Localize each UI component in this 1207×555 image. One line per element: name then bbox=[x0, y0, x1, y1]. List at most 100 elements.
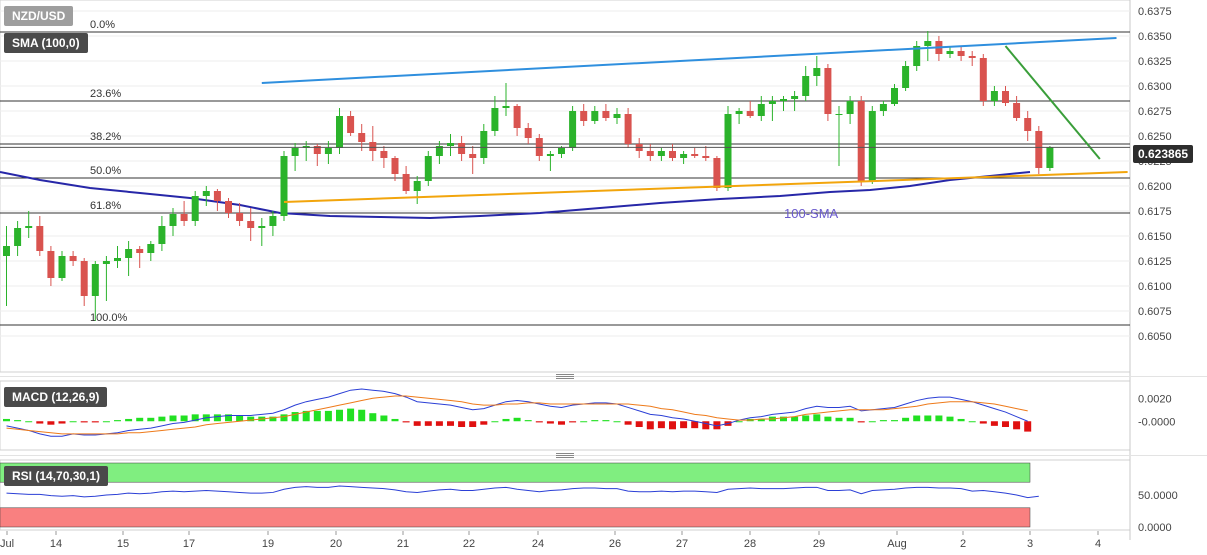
macd-histogram-bar bbox=[58, 421, 66, 424]
price-axis-tick: 0.6100 bbox=[1138, 281, 1172, 293]
macd-histogram-bar bbox=[336, 409, 343, 422]
macd-histogram-bar bbox=[513, 417, 521, 422]
price-axis-tick: 0.6325 bbox=[1138, 56, 1172, 68]
price-axis-tick: 0.6125 bbox=[1138, 256, 1172, 268]
candle-body bbox=[802, 76, 810, 96]
candle-body bbox=[546, 154, 554, 156]
symbol-label: NZD/USD bbox=[4, 6, 74, 26]
candle-body bbox=[724, 114, 732, 188]
candle-body bbox=[47, 251, 55, 278]
macd-histogram-bar bbox=[280, 414, 288, 422]
macd-histogram-bar bbox=[269, 416, 277, 422]
candle-body bbox=[824, 68, 832, 114]
candle-body bbox=[80, 261, 88, 296]
candle-body bbox=[25, 226, 33, 228]
time-axis-label: 17 bbox=[183, 538, 195, 550]
macd-histogram-bar bbox=[480, 421, 488, 425]
macd-histogram-bar bbox=[635, 421, 643, 427]
time-axis-label: Jul bbox=[0, 538, 14, 550]
rsi-oversold-zone bbox=[0, 507, 1031, 528]
candle-body bbox=[613, 114, 621, 118]
candle-body bbox=[757, 104, 765, 116]
descending-trendline bbox=[1004, 45, 1101, 160]
macd-histogram-bar bbox=[291, 412, 299, 422]
macd-histogram-bar bbox=[924, 415, 932, 422]
candle-body bbox=[990, 91, 998, 101]
price-axis-tick: 0.6075 bbox=[1138, 306, 1172, 318]
macd-histogram-bar bbox=[879, 420, 887, 422]
candle-body bbox=[14, 228, 22, 246]
price-axis-tick: 0.6300 bbox=[1138, 81, 1172, 93]
time-axis-label: 4 bbox=[1095, 538, 1101, 550]
time-axis-label: 20 bbox=[330, 538, 342, 550]
candle-body bbox=[691, 154, 699, 156]
candle-body bbox=[3, 246, 10, 256]
macd-histogram-bar bbox=[868, 421, 876, 423]
resistance-trendline bbox=[261, 37, 1117, 84]
candle-body bbox=[1013, 103, 1021, 118]
rsi-overbought-zone bbox=[0, 462, 1031, 483]
candle-body bbox=[791, 96, 799, 99]
candle-body bbox=[891, 88, 898, 104]
time-axis-label: 27 bbox=[676, 538, 688, 550]
macd-histogram-bar bbox=[702, 421, 710, 430]
macd-histogram-bar bbox=[213, 414, 221, 422]
macd-histogram-bar bbox=[558, 421, 565, 425]
current-price-tag: 0.623865 bbox=[1133, 145, 1194, 163]
time-axis-label: 15 bbox=[117, 538, 129, 550]
macd-histogram-bar bbox=[180, 415, 188, 422]
candle-body bbox=[435, 146, 443, 156]
candle-body bbox=[236, 213, 244, 221]
macd-histogram-bar bbox=[835, 417, 843, 422]
macd-histogram-bar bbox=[691, 421, 699, 429]
rsi-line bbox=[6, 485, 1039, 499]
candle-body bbox=[336, 116, 343, 148]
macd-histogram-bar bbox=[613, 421, 621, 423]
price-axis-tick: 0.6050 bbox=[1138, 331, 1172, 343]
fib-level-label: 61.8% bbox=[90, 200, 121, 212]
candle-body bbox=[269, 216, 277, 226]
fib-level-label: 23.6% bbox=[90, 88, 121, 100]
macd-histogram-bar bbox=[1013, 421, 1021, 430]
sma-100-line bbox=[0, 171, 1031, 220]
macd-histogram-bar bbox=[169, 415, 177, 422]
macd-histogram-bar bbox=[946, 416, 954, 422]
macd-histogram-bar bbox=[857, 421, 865, 423]
macd-histogram-bar bbox=[424, 421, 432, 426]
time-axis-label: Aug bbox=[887, 538, 907, 550]
macd-histogram-bar bbox=[735, 421, 743, 423]
macd-histogram-bar bbox=[391, 418, 399, 422]
fib-level-label: 38.2% bbox=[90, 131, 121, 143]
price-axis-tick: 0.6275 bbox=[1138, 106, 1172, 118]
candle-body bbox=[102, 261, 110, 264]
time-axis-label: 14 bbox=[50, 538, 62, 550]
macd-histogram-bar bbox=[546, 421, 554, 424]
candle-body bbox=[602, 111, 610, 118]
macd-histogram-bar bbox=[125, 418, 133, 422]
candle-body bbox=[291, 148, 299, 156]
candle-body bbox=[125, 249, 133, 258]
time-axis-label: 28 bbox=[744, 538, 756, 550]
macd-histogram-bar bbox=[369, 413, 377, 422]
price-axis-tick: 0.6375 bbox=[1138, 6, 1172, 18]
macd-histogram-bar bbox=[91, 421, 99, 423]
candle-body bbox=[180, 214, 188, 221]
time-axis-label: 26 bbox=[609, 538, 621, 550]
fib-level-label: 100.0% bbox=[90, 312, 128, 324]
macd-histogram-bar bbox=[591, 420, 599, 422]
time-axis-label: 24 bbox=[532, 538, 544, 550]
candle-body bbox=[835, 114, 843, 115]
macd-histogram-bar bbox=[402, 421, 410, 423]
candle-body bbox=[702, 156, 710, 158]
macd-histogram-bar bbox=[757, 418, 765, 422]
macd-histogram-bar bbox=[791, 416, 799, 422]
candle-body bbox=[191, 196, 199, 221]
candle-body bbox=[569, 111, 577, 148]
candle-body bbox=[347, 116, 355, 133]
candle-body bbox=[902, 66, 910, 88]
macd-histogram-bar bbox=[646, 421, 654, 430]
candle-body bbox=[491, 108, 499, 131]
macd-histogram-bar bbox=[979, 421, 987, 424]
